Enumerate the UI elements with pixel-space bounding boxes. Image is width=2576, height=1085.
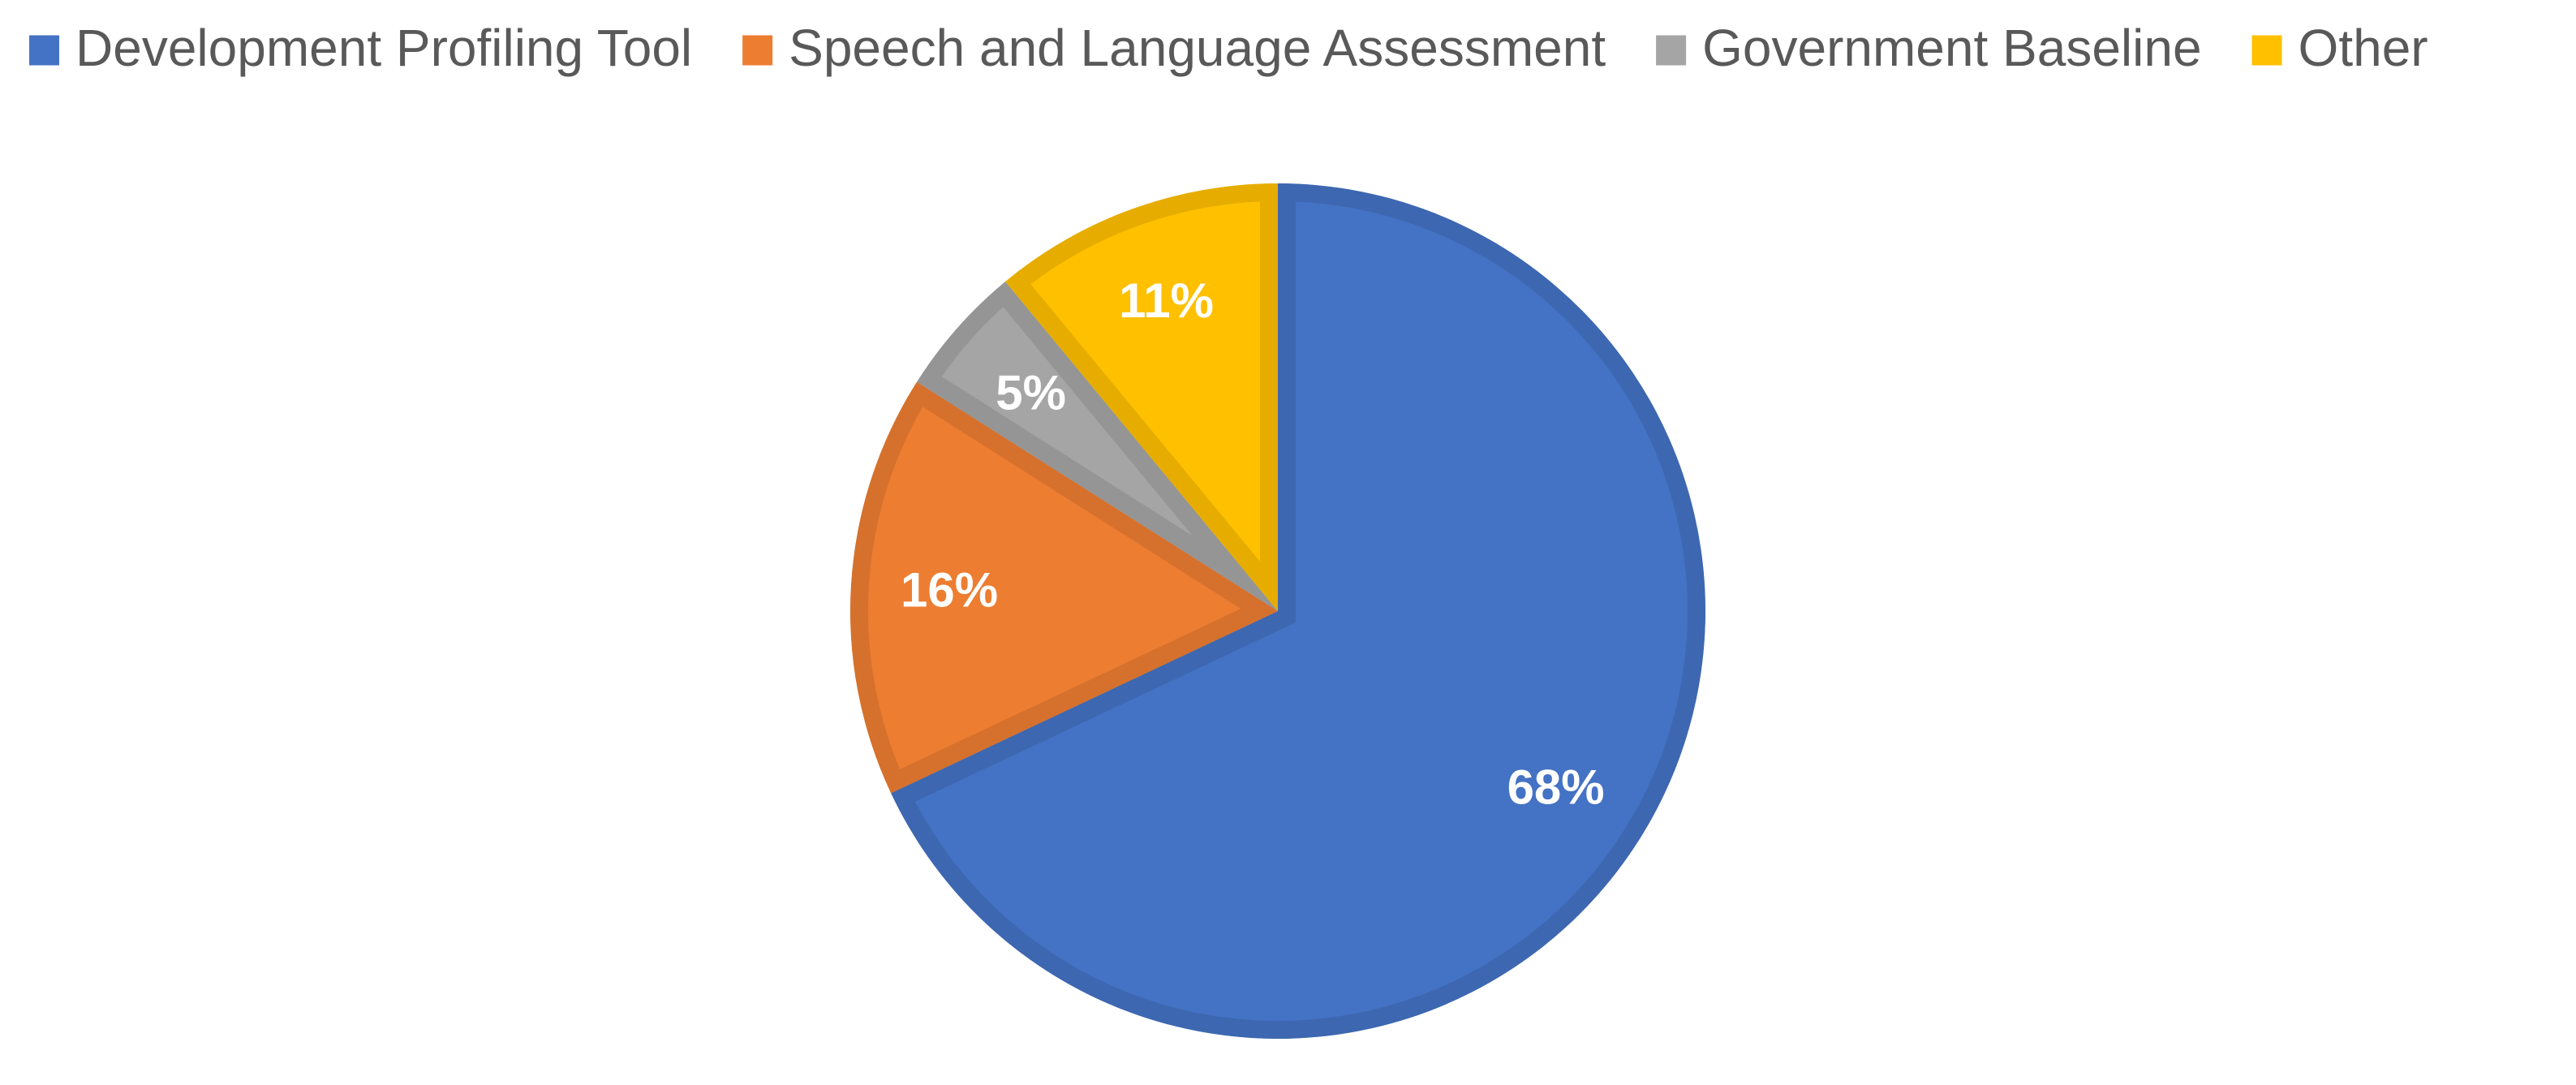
legend: Development Profiling Tool Speech and Lan…	[29, 19, 2428, 77]
pie-slice	[917, 281, 1278, 611]
legend-swatch	[2251, 35, 2282, 66]
legend-swatch	[29, 35, 59, 66]
slice-label: 11%	[1119, 273, 1214, 328]
slice-label: 68%	[1507, 760, 1605, 814]
slice-label: 5%	[996, 365, 1066, 420]
legend-label: Government Baseline	[1702, 19, 2201, 77]
legend-swatch	[1656, 35, 1687, 66]
legend-label: Other	[2299, 19, 2428, 77]
pie-slice	[850, 381, 1278, 794]
slice-label: 16%	[901, 562, 998, 617]
pie-slice	[1005, 183, 1278, 611]
legend-swatch	[742, 35, 773, 66]
legend-label: Development Profiling Tool	[75, 19, 692, 77]
legend-label: Speech and Language Assessment	[789, 19, 1606, 77]
